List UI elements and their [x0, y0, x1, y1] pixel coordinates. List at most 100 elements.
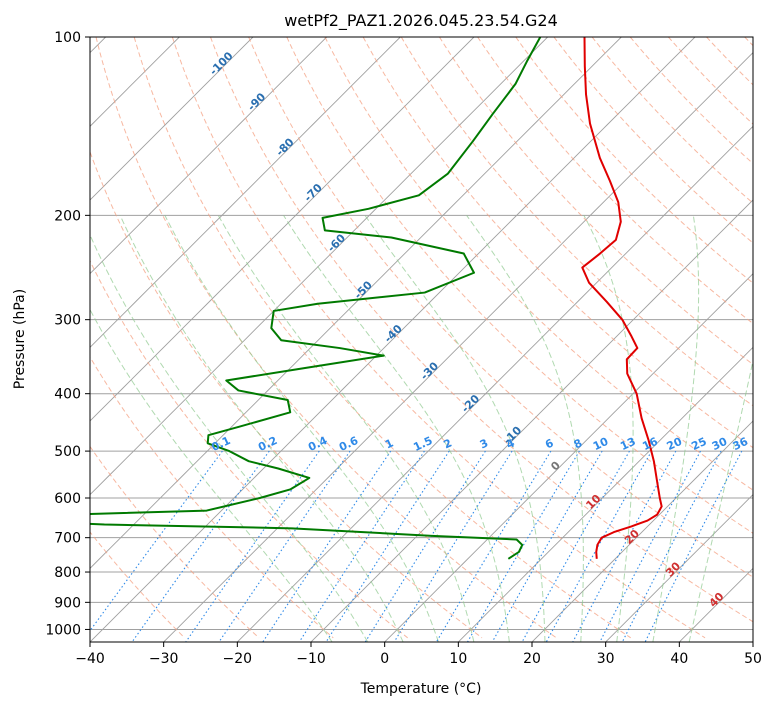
mixing-ratio-label: 13	[618, 435, 637, 453]
dry-adiabat-line	[362, 37, 753, 449]
isotherm-line	[90, 37, 475, 422]
dry-adiabat-line	[400, 37, 753, 407]
moist-adiabat-line	[364, 215, 546, 642]
isotherm-line	[605, 494, 753, 642]
mixing-ratio-label: 30	[710, 435, 730, 453]
isotherm-label: -90	[245, 90, 268, 113]
dewpoint-profile-line	[90, 37, 542, 560]
isotherm-line	[531, 420, 753, 642]
moist-adiabat-line	[688, 358, 753, 642]
dry-adiabat-line	[90, 150, 483, 639]
isotherm-label: -40	[382, 322, 405, 345]
isotherm-label: 10	[583, 492, 603, 512]
moist-adiabat-line	[583, 215, 634, 642]
x-tick-label: 10	[449, 651, 467, 667]
dry-adiabat-line	[668, 37, 753, 125]
x-tick-label: 20	[523, 651, 541, 667]
chart-title: wetPf2_PAZ1.2026.045.23.54.G24	[284, 11, 558, 31]
dry-adiabat-line	[95, 37, 557, 639]
mixing-ratio-line	[298, 450, 425, 642]
moist-adiabat-line	[164, 215, 439, 642]
isotherm-line	[163, 52, 753, 642]
plot-frame	[89, 36, 754, 643]
dry-adiabat-line	[90, 259, 408, 639]
moist-adiabat-line	[652, 215, 700, 642]
mixing-ratio-label: 2	[442, 436, 454, 451]
y-tick-label: 600	[54, 491, 81, 507]
isotherm-line	[90, 37, 401, 348]
dry-adiabat-line	[90, 445, 260, 639]
isotherm-label: -30	[418, 359, 441, 382]
y-tick-label: 300	[54, 313, 81, 329]
temperature-profile-line	[581, 37, 663, 559]
dry-adiabat-line	[286, 37, 753, 534]
x-tick-label: −20	[223, 651, 253, 667]
x-tick-label: −30	[149, 651, 179, 667]
mixing-ratio-line	[435, 450, 552, 642]
y-tick-label: 500	[54, 444, 81, 460]
mixing-ratio-label: 10	[591, 435, 611, 453]
moist-adiabat-line	[119, 215, 404, 642]
isotherm-label: 40	[707, 590, 727, 610]
isotherm-label: -100	[207, 49, 236, 78]
y-tick-label: 1000	[45, 622, 81, 638]
isotherm-line	[90, 37, 696, 642]
dry-adiabat-line	[553, 37, 753, 244]
y-tick-label: 900	[54, 595, 81, 611]
isotherm-line	[90, 37, 622, 569]
isotherm-label: 30	[663, 559, 683, 579]
y-tick-label: 100	[54, 30, 81, 46]
isotherm-line	[384, 273, 753, 642]
x-tick-label: −40	[75, 651, 105, 667]
y-tick-label: 800	[54, 565, 81, 581]
dry-adiabat-line	[90, 531, 185, 639]
x-tick-label: 40	[670, 651, 688, 667]
dry-adiabat-line	[439, 37, 753, 366]
dry-adiabat-line	[171, 37, 706, 639]
dry-adiabat-line	[629, 37, 753, 165]
mixing-ratio-line	[572, 450, 677, 642]
moist-adiabat-line	[217, 215, 475, 642]
moist-adiabat-line	[283, 215, 510, 642]
isotherm-line	[90, 37, 254, 201]
mixing-ratio-line	[185, 450, 320, 642]
isotherm-label: 20	[622, 527, 642, 547]
isotherm-line	[752, 641, 753, 642]
mixing-ratio-label: 25	[689, 435, 708, 453]
mixing-ratio-line	[393, 450, 513, 642]
y-tick-label: 400	[54, 387, 81, 403]
moist-adiabat-line	[90, 233, 369, 642]
mixing-ratio-label: 6	[543, 436, 556, 451]
mixing-ratio-line	[90, 450, 223, 632]
x-tick-label: −10	[296, 651, 326, 667]
isotherm-label: -60	[325, 231, 348, 254]
isotherm-line	[237, 125, 753, 642]
profiles	[90, 37, 663, 560]
dry-adiabat-line	[706, 37, 753, 86]
isotherm-label: -70	[302, 181, 325, 204]
dry-adiabat-line	[324, 37, 753, 491]
mixing-ratio-line	[491, 450, 603, 642]
mixing-ratio-label: 20	[665, 435, 685, 453]
mixing-ratio-line	[218, 450, 351, 642]
dry-adiabat-line	[515, 37, 753, 284]
x-tick-label: 50	[744, 651, 762, 667]
moist-adiabat-line	[90, 308, 333, 642]
mixing-ratio-line	[599, 450, 702, 642]
mixing-ratio-line	[644, 450, 743, 642]
axes: −40 −30 −20 −10 0 10 20 30 40 50 100 200 300 400 500 60…	[45, 30, 762, 667]
x-tick-label: 30	[597, 651, 615, 667]
isotherm-line	[90, 37, 327, 275]
dry-adiabat-line	[248, 37, 753, 578]
isotherm-label: -20	[459, 392, 482, 415]
mixing-ratio-line	[621, 450, 722, 642]
isotherm-line	[458, 346, 753, 642]
isotherm-line	[310, 199, 753, 642]
mixing-ratio-line	[545, 450, 653, 642]
isotherm-line	[90, 37, 548, 496]
dry-adiabat-line	[210, 37, 753, 623]
mixing-ratio-label: 3	[478, 436, 490, 451]
mixing-ratio-line	[262, 450, 392, 642]
mixing-ratio-label: 36	[731, 435, 751, 453]
